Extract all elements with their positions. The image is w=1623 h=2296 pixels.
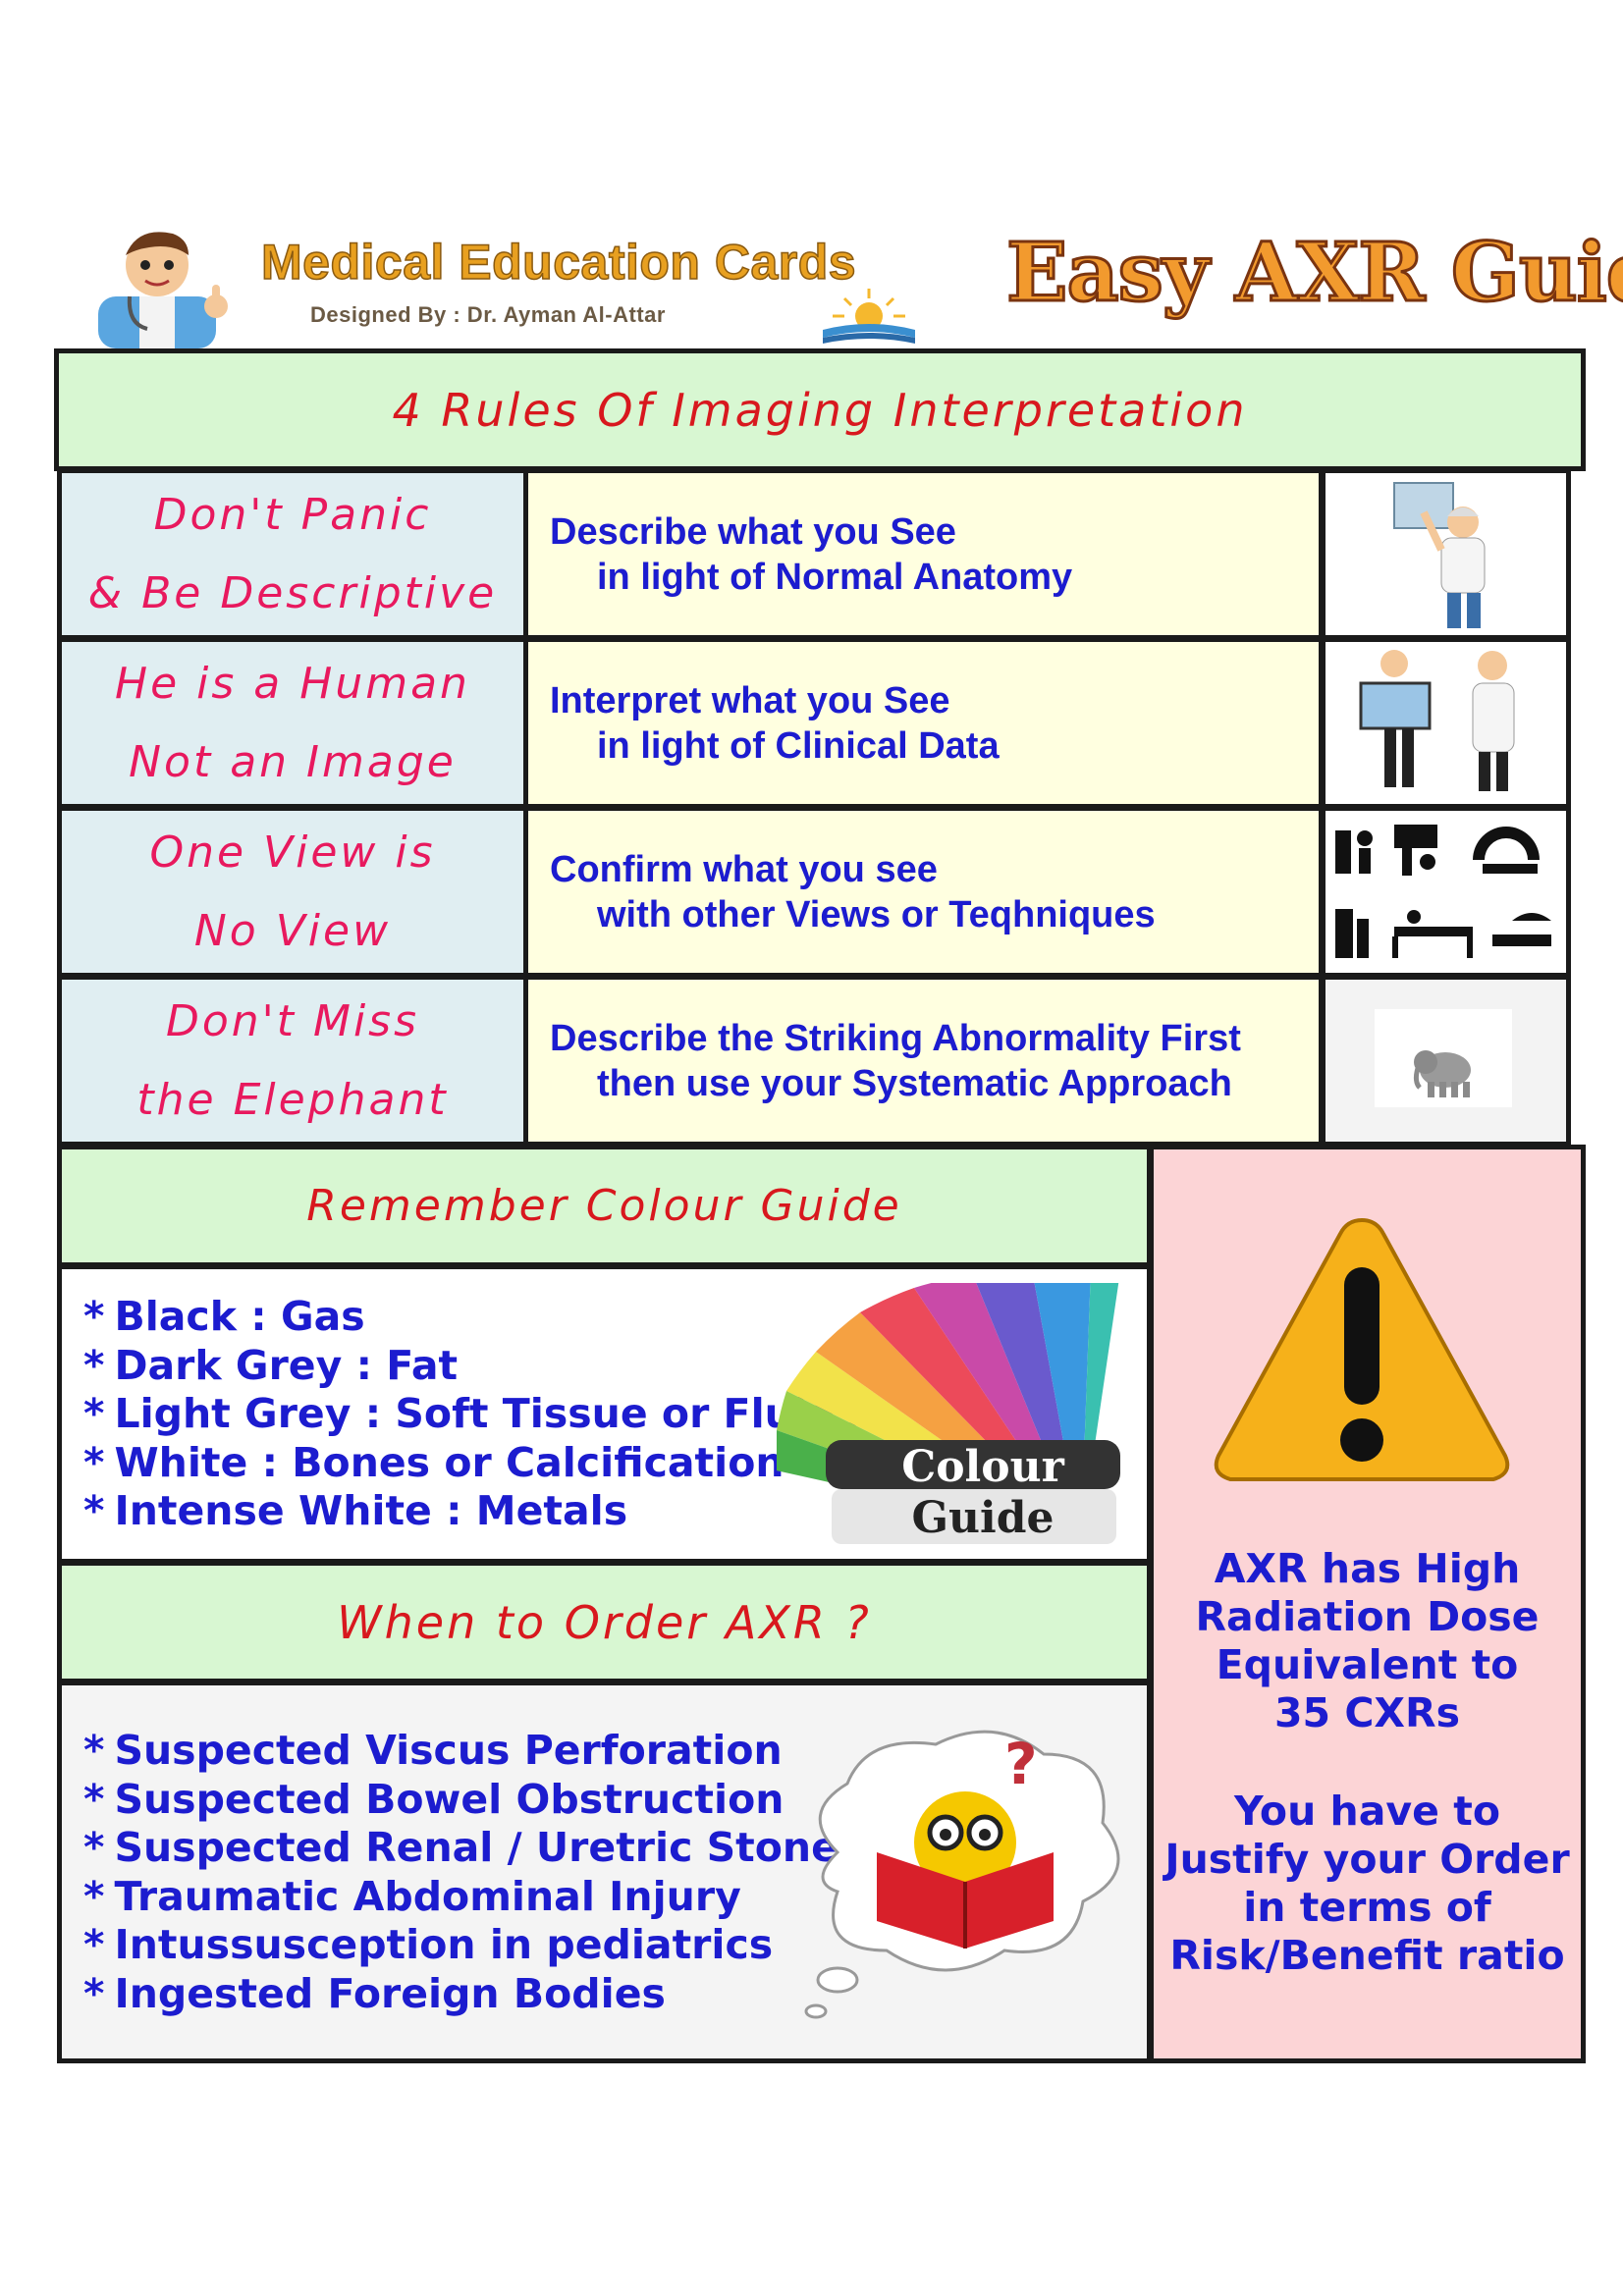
rule-title-line: Not an Image (129, 736, 457, 787)
list-item: * Black : Gas (83, 1293, 365, 1340)
rule-title-cell: He is a Human Not an Image (57, 637, 528, 809)
rule-title-line: He is a Human (115, 658, 470, 709)
warning-line: Radiation Dose (1195, 1593, 1540, 1640)
rule-description-cell: Describe the Striking Abnormality First … (523, 975, 1324, 1147)
list-item: * Intense White : Metals (83, 1487, 628, 1534)
colour-guide-heading: Remember Colour Guide (306, 1181, 902, 1231)
list-item: * Suspected Bowel Obstruction (83, 1775, 784, 1823)
list-item: * Light Grey : Soft Tissue or Fluids (83, 1390, 860, 1437)
rule-image-cell (1321, 975, 1571, 1147)
rule-description-cell: Confirm what you see with other Views or… (523, 806, 1324, 978)
rule-title-line: & Be Descriptive (87, 567, 498, 618)
book-sun-logo-icon (823, 289, 915, 344)
doctor-and-patient-icon (1359, 650, 1515, 791)
list-item: * Suspected Renal / Uretric Stone (83, 1824, 839, 1871)
rule-description-line: Describe what you See (550, 510, 956, 553)
list-item: * Traumatic Abdominal Injury (83, 1872, 741, 1920)
thinking-reader-icon: ? (804, 1730, 1120, 2019)
colour-fan-icon (777, 1283, 1120, 1544)
list-item: * White : Bones or Calcification (83, 1438, 784, 1486)
rules-heading: 4 Rules Of Imaging Interpretation (392, 383, 1248, 437)
rule-title-cell: Don't Miss the Elephant (57, 975, 528, 1147)
rule-title-line: Don't Miss (165, 995, 420, 1046)
rules-heading-band: 4 Rules Of Imaging Interpretation (54, 348, 1586, 471)
warning-line: Justify your Order (1164, 1836, 1570, 1883)
list-item: * Intussusception in pediatrics (83, 1921, 774, 1968)
order-heading-band: When to Order AXR ? (57, 1561, 1152, 1683)
warning-triangle-icon (1214, 1217, 1510, 1481)
rule-title-line: No View (193, 905, 392, 956)
warning-line: Equivalent to (1216, 1641, 1519, 1688)
radiation-dose-text: AXR has High Radiation Dose Equivalent t… (1154, 1545, 1581, 1737)
rule-description-line: in light of Clinical Data (597, 724, 1000, 767)
rule-title-line: the Elephant (136, 1074, 449, 1125)
rule-title-line: Don't Panic (153, 489, 432, 540)
doctor-reading-xray-icon (1393, 482, 1486, 628)
rule-description-line: with other Views or Teqhniques (597, 893, 1156, 935)
order-indications-list: * Suspected Viscus Perforation * Suspected… (83, 1727, 839, 2018)
rule-image-cell (1321, 468, 1571, 640)
imaging-modalities-icon (1335, 825, 1551, 958)
brand-title: Medical Education Cards (260, 234, 857, 291)
list-item: * Suspected Viscus Perforation (83, 1727, 783, 1774)
warning-line: in terms of (1243, 1884, 1491, 1931)
rule-description-line: Interpret what you See (550, 679, 950, 721)
warning-line: 35 CXRs (1273, 1689, 1460, 1736)
warning-line: AXR has High (1214, 1545, 1521, 1592)
rule-description-cell: Interpret what you See in light of Clini… (523, 637, 1324, 809)
warning-line: You have to (1234, 1788, 1500, 1835)
elephant-icon (1375, 1009, 1512, 1107)
rule-description-cell: Describe what you See in light of Normal… (523, 468, 1324, 640)
rule-title-cell: One View is No View (57, 806, 528, 978)
radiation-warning-panel: AXR has High Radiation Dose Equivalent t… (1149, 1145, 1586, 2063)
colour-fan-label-top: Colour (901, 1442, 1064, 1492)
colour-guide-heading-band: Remember Colour Guide (57, 1145, 1152, 1267)
rule-image-cell (1321, 806, 1571, 978)
warning-line: Risk/Benefit ratio (1169, 1932, 1565, 1979)
card-header: Medical Education Cards Designed By : Dr… (79, 225, 1623, 348)
rule-description-line: Confirm what you see (550, 848, 938, 890)
order-heading: When to Order AXR ? (337, 1595, 872, 1649)
rule-description-line: Describe the Striking Abnormality First (550, 1017, 1241, 1059)
brand-subtitle: Designed By : Dr. Ayman Al-Attar (310, 302, 666, 327)
colour-guide-list: * Black : Gas * Dark Grey : Fat * Light Gre… (83, 1293, 860, 1536)
justify-order-text: You have to Justify your Order in terms … (1154, 1788, 1581, 1980)
rule-image-cell (1321, 637, 1571, 809)
list-item: * Ingested Foreign Bodies (83, 1969, 666, 2017)
rule-title-line: One View is (149, 827, 436, 878)
list-item: * Dark Grey : Fat (83, 1341, 459, 1389)
colour-guide-panel: * Black : Gas * Dark Grey : Fat * Light Gre… (57, 1264, 1152, 1564)
svg-text:?: ? (1004, 1731, 1038, 1797)
rule-description-line: in light of Normal Anatomy (597, 556, 1073, 598)
doctor-mascot-icon (98, 232, 228, 348)
order-panel: * Suspected Viscus Perforation * Suspected… (57, 1681, 1152, 2063)
colour-fan-label-bottom: Guide (911, 1493, 1055, 1543)
rule-title-cell: Don't Panic & Be Descriptive (57, 468, 528, 640)
guide-title: Easy AXR Guide (1004, 225, 1623, 322)
rule-description-line: then use your Systematic Approach (597, 1062, 1232, 1104)
